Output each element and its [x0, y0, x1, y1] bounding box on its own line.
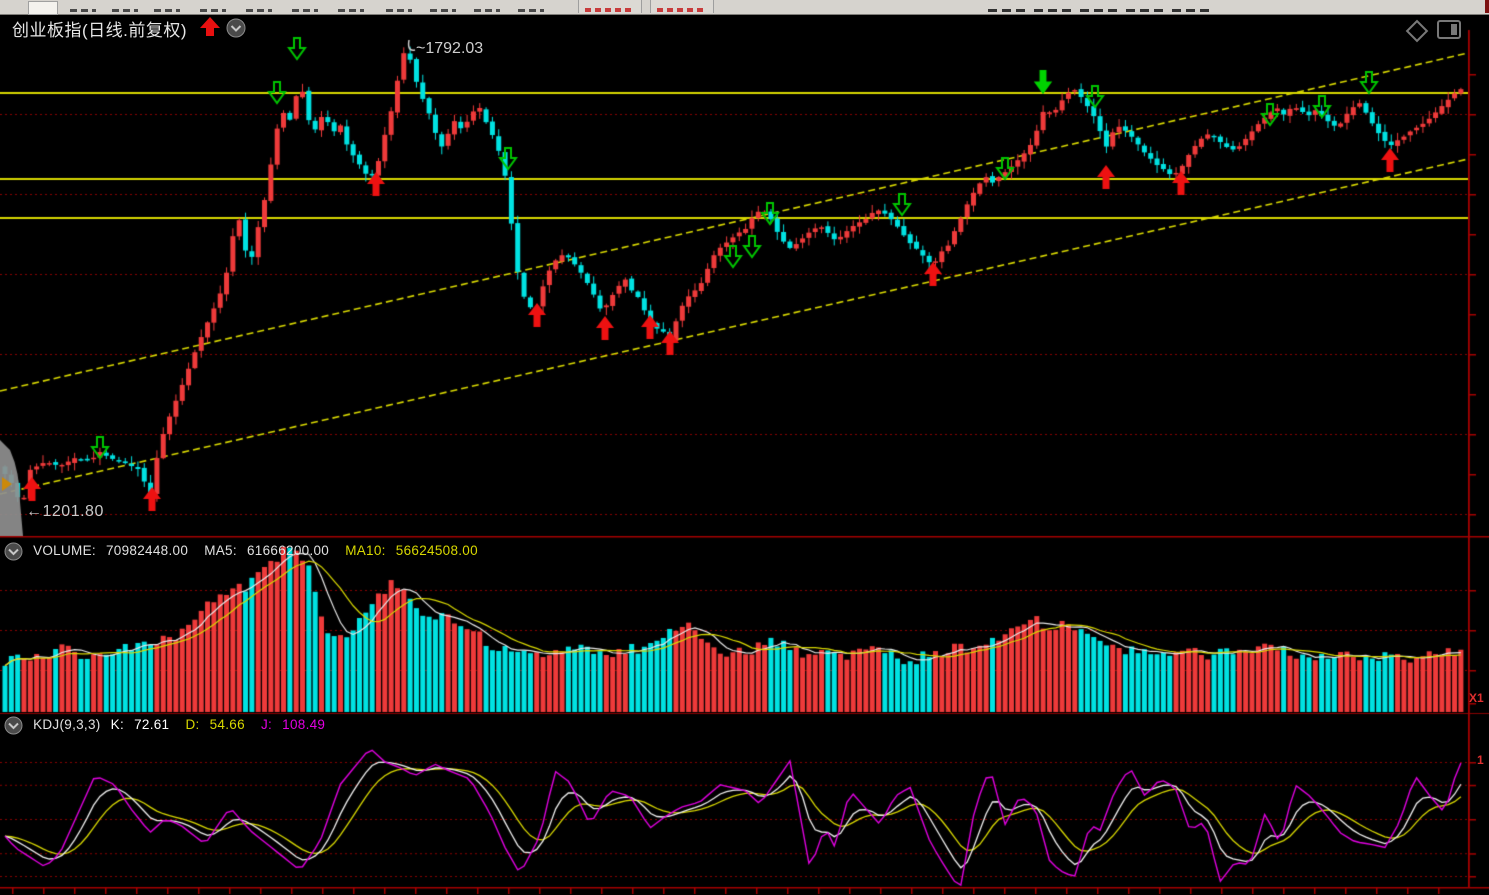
kdj-k-value: 72.61	[134, 717, 170, 733]
toolbar-menu-fragment[interactable]	[430, 9, 456, 12]
toolbar-text-fragment	[1126, 9, 1164, 12]
toolbar-right-marker	[1485, 0, 1489, 13]
kdj-d-label: D:	[185, 717, 200, 733]
low-price-label: ←1201.80	[26, 503, 104, 520]
volume-label: VOLUME:	[33, 543, 96, 559]
volume-ma5-value: 61666200.00	[246, 543, 330, 559]
peak-price-label: ~1792.03	[416, 40, 484, 57]
toolbar-menu-fragment[interactable]	[474, 9, 500, 12]
kdj-d-value: 54.66	[209, 717, 245, 733]
price-up-arrow-icon	[200, 17, 220, 36]
volume-panel-header: VOLUME: 70982448.00 MA5: 61666200.00 MA1…	[4, 542, 490, 561]
toolbar-menu-fragment[interactable]	[200, 9, 226, 12]
toolbar-text-fragment	[1080, 9, 1118, 12]
volume-value: 70982448.00	[106, 543, 189, 559]
toolbar-button[interactable]	[578, 0, 642, 13]
kdj-panel-header: KDJ(9,3,3) K: 72.61 D: 54.66 J: 108.49	[4, 716, 337, 735]
volume-unit-label: X1	[1469, 691, 1484, 705]
volume-ma10-label: MA10:	[345, 543, 386, 559]
collapse-chart-icon[interactable]	[226, 18, 246, 38]
instrument-title: 创业板指(日线.前复权)	[12, 21, 188, 40]
kdj-j-label: J:	[260, 717, 273, 733]
collapse-volume-icon[interactable]	[4, 542, 23, 561]
top-menu-toolbar[interactable]	[0, 0, 1489, 15]
panel-layout-icon[interactable]	[1437, 20, 1461, 39]
toolbar-button[interactable]	[28, 1, 58, 15]
kdj-label: KDJ(9,3,3)	[33, 717, 101, 733]
toolbar-button[interactable]	[650, 0, 714, 13]
toolbar-text-fragment	[1034, 9, 1072, 12]
toolbar-text-fragment	[988, 9, 1026, 12]
toolbar-menu-fragment[interactable]	[154, 9, 180, 12]
toolbar-menu-fragment[interactable]	[70, 9, 96, 12]
toolbar-menu-fragment[interactable]	[112, 9, 138, 12]
toolbar-menu-fragment[interactable]	[338, 9, 364, 12]
toolbar-menu-fragment[interactable]	[386, 9, 412, 12]
toolbar-menu-fragment[interactable]	[292, 9, 318, 12]
toolbar-menu-fragment[interactable]	[246, 9, 272, 12]
toolbar-menu-fragment[interactable]	[518, 9, 544, 12]
kdj-k-label: K:	[110, 717, 125, 733]
toolbar-text-fragment	[1172, 9, 1210, 12]
collapse-kdj-icon[interactable]	[4, 716, 23, 735]
volume-ma10-value: 56624508.00	[395, 543, 478, 559]
kdj-axis-label: 1	[1477, 753, 1484, 767]
volume-ma5-label: MA5:	[204, 543, 237, 559]
kdj-j-value: 108.49	[282, 717, 326, 733]
